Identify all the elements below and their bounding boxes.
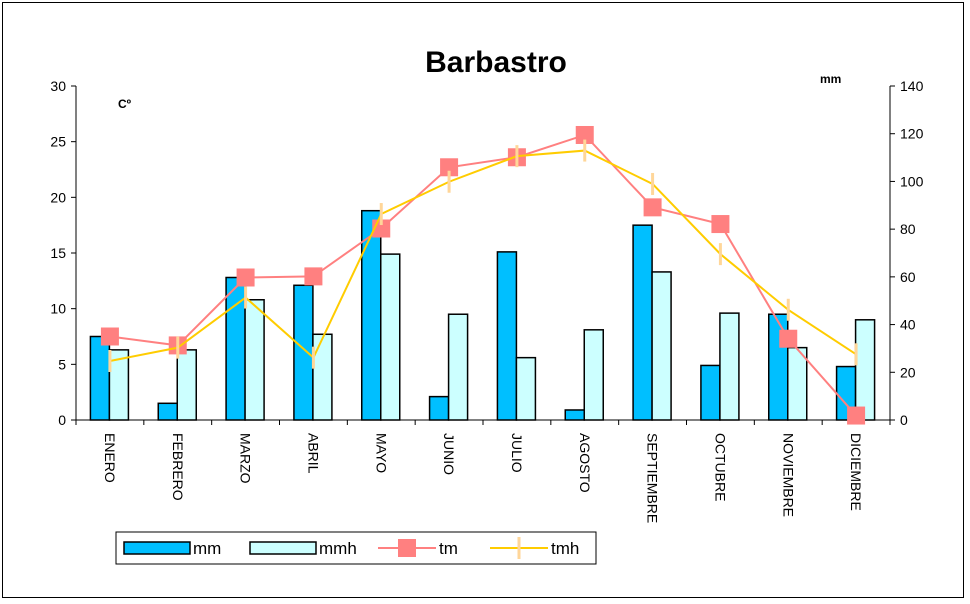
bar-mmh	[854, 319, 876, 421]
bar-mmh	[787, 346, 808, 421]
marker-tm	[847, 406, 866, 425]
line-tmh	[109, 149, 857, 362]
y-left-tick-label: 15	[50, 245, 66, 261]
y-left-tick-label: 30	[50, 78, 66, 94]
x-tick-label: JULIO	[509, 433, 525, 473]
y-right-tick-label: 140	[900, 78, 924, 94]
y-right-axis-label: mm	[820, 72, 841, 86]
bar-mmh	[244, 299, 265, 421]
marker-tm	[575, 125, 594, 144]
bar-mm	[496, 251, 518, 421]
y-left-tick-label: 10	[50, 301, 66, 317]
legend-label-mm: mm	[193, 539, 221, 558]
y-right-tick-label: 40	[900, 317, 916, 333]
y-left-tick-label: 25	[50, 134, 66, 150]
legend-marker-tm	[398, 539, 416, 557]
bar-mmh	[447, 313, 469, 421]
y-left-tick-label: 20	[50, 189, 66, 205]
line-tm	[109, 133, 857, 417]
bar-mm	[564, 409, 585, 421]
x-tick-label: ABRIL	[305, 433, 321, 474]
x-tick-label: NOVIEMBRE	[780, 433, 796, 517]
marker-tm	[304, 267, 323, 286]
x-tick-label: SEPTIEMBRE	[645, 433, 661, 523]
bar-mmh	[719, 312, 740, 421]
y-right-tick-label: 100	[900, 173, 924, 189]
y-left-tick-label: 5	[58, 356, 66, 372]
x-tick-label: ENERO	[102, 433, 118, 483]
marker-tm	[100, 327, 119, 346]
bar-mmh	[583, 329, 604, 421]
bar-mmh	[515, 356, 537, 421]
marker-tm	[236, 268, 255, 287]
chart-frame	[2, 2, 964, 598]
bar-mmh	[380, 253, 401, 421]
x-tick-label: FEBRERO	[170, 433, 186, 501]
x-tick-label: AGOSTO	[577, 433, 593, 493]
bar-mmh	[312, 333, 333, 421]
bar-mmh	[108, 349, 130, 421]
marker-tm	[779, 329, 798, 348]
legend-label-tmh: tmh	[551, 539, 579, 558]
y-right-tick-label: 120	[900, 126, 924, 142]
y-left-axis-label: Cº	[118, 97, 132, 111]
legend-label-mmh: mmh	[319, 539, 357, 558]
x-tick-label: OCTUBRE	[712, 433, 728, 501]
x-tick-label: DICIEMBRE	[848, 433, 864, 511]
x-tick-label: JUNIO	[441, 433, 457, 475]
legend-swatch-mm	[123, 541, 191, 555]
bar-mmh	[176, 349, 197, 421]
bar-mm	[428, 395, 450, 421]
y-right-tick-label: 60	[900, 269, 916, 285]
x-tick-label: MARZO	[238, 433, 254, 484]
legend-swatch-mmh	[249, 541, 317, 555]
x-tick-label: MAYO	[373, 433, 389, 473]
bar-mm	[632, 224, 653, 421]
bar-mm	[293, 284, 314, 421]
chart-title: Barbastro	[425, 46, 567, 79]
marker-tm	[440, 158, 459, 177]
marker-tm	[711, 215, 730, 234]
bar-mmh	[651, 271, 672, 421]
bar-mm	[157, 402, 178, 421]
y-right-tick-label: 20	[900, 364, 916, 380]
y-right-tick-label: 0	[900, 412, 908, 428]
bar-mm	[700, 364, 721, 421]
legend-label-tm: tm	[439, 539, 458, 558]
bar-mm	[361, 209, 382, 421]
bar-mm	[89, 335, 111, 421]
y-right-tick-label: 80	[900, 221, 916, 237]
y-left-tick-label: 0	[58, 412, 66, 428]
marker-tm	[643, 198, 662, 217]
